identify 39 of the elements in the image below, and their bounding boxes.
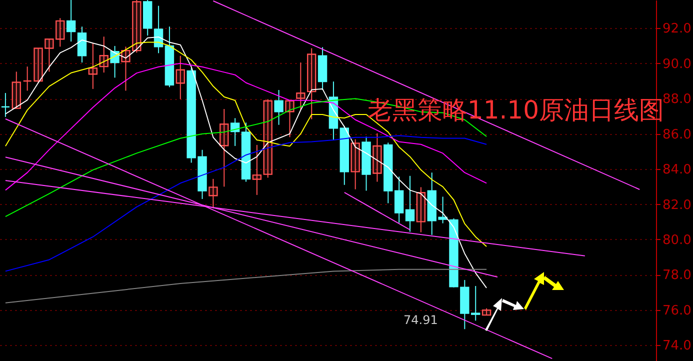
candlestick bbox=[372, 132, 382, 182]
candlestick bbox=[44, 38, 54, 72]
candlestick bbox=[0, 92, 10, 118]
candlestick bbox=[394, 176, 404, 224]
line-series bbox=[4, 135, 488, 272]
candlestick bbox=[252, 144, 262, 196]
y-tick-label: 84.0 bbox=[662, 162, 692, 178]
candlestick bbox=[176, 55, 185, 100]
candlestick bbox=[77, 26, 87, 64]
candlestick bbox=[66, 0, 76, 42]
candlestick bbox=[154, 5, 164, 54]
candlestick bbox=[307, 48, 316, 120]
candlestick bbox=[285, 99, 294, 138]
candlestick bbox=[220, 108, 229, 188]
y-tick-label: 92.0 bbox=[662, 22, 692, 37]
candlestick bbox=[482, 308, 492, 316]
annotation: 74.91 bbox=[403, 313, 438, 328]
candlestick bbox=[274, 89, 284, 126]
candlestick bbox=[12, 71, 21, 109]
y-tick-label: 88.0 bbox=[662, 92, 692, 108]
candlestick bbox=[416, 186, 426, 233]
y-tick-label: 86.0 bbox=[662, 127, 692, 142]
candlestick bbox=[56, 18, 65, 48]
candlestick bbox=[88, 42, 98, 90]
candlestick bbox=[405, 175, 415, 232]
candlestick bbox=[263, 98, 272, 178]
candlestick bbox=[350, 138, 360, 190]
y-tick-label: 82.0 bbox=[662, 198, 692, 213]
y-tick-label: 80.0 bbox=[662, 232, 692, 248]
candlestick bbox=[22, 66, 32, 92]
y-tick-label: 78.0 bbox=[662, 268, 692, 284]
candlestick bbox=[208, 178, 218, 209]
y-tick-label: 90.0 bbox=[662, 56, 692, 72]
candlestick bbox=[296, 62, 306, 110]
y-tick-label: 74.0 bbox=[662, 338, 692, 354]
line-series bbox=[4, 268, 488, 304]
candlestick bbox=[132, 0, 142, 54]
candlestick bbox=[34, 48, 43, 84]
y-tick-label: 76.0 bbox=[662, 303, 692, 318]
